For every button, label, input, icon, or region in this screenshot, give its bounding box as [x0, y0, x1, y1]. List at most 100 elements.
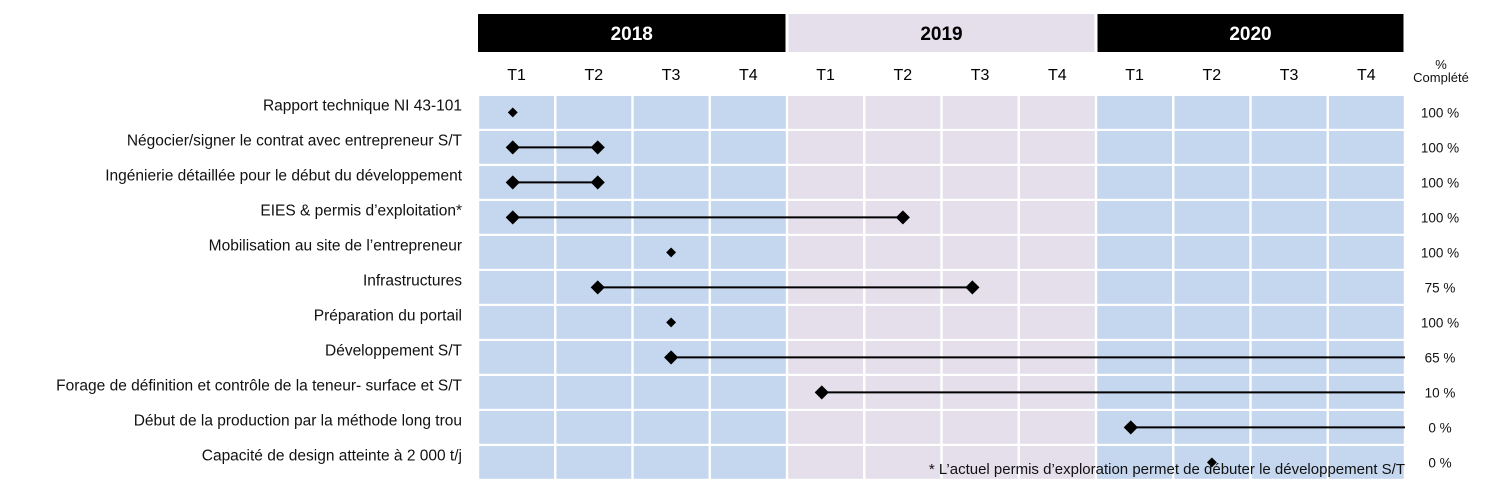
grid-cell [479, 271, 555, 304]
year-headers: 2018 2019 2020 [478, 14, 1404, 52]
year-header-2018 [478, 14, 786, 52]
grid-cell [633, 131, 709, 164]
grid-cell [633, 446, 709, 479]
grid-cell [1174, 306, 1250, 339]
grid-cell [479, 341, 555, 374]
task-label: Ingénierie détaillée pour le début du dé… [105, 167, 462, 184]
percent-complete: 100 % [1421, 175, 1459, 190]
grid-cell [556, 376, 632, 409]
grid-cell [556, 341, 632, 374]
start-marker [1123, 420, 1138, 435]
grid-cell [1251, 201, 1327, 234]
grid-cell [1328, 306, 1404, 339]
footnote: * L’actuel permis d’exploration permet d… [929, 461, 1405, 478]
task-bars [505, 107, 1405, 468]
grid-cell [865, 236, 941, 269]
grid-cell [942, 131, 1018, 164]
quarter-label: T1 [816, 67, 835, 84]
grid-cell [710, 236, 786, 269]
grid-cell [1019, 271, 1095, 304]
grid-cell [556, 411, 632, 444]
grid-cell [1328, 96, 1404, 129]
start-marker [590, 280, 605, 295]
grid-cell [1174, 236, 1250, 269]
percent-complete: 75 % [1425, 280, 1456, 295]
percent-complete: 100 % [1421, 105, 1459, 120]
task-label: Infrastructures [363, 272, 462, 289]
grid-cells [479, 96, 1404, 479]
grid-cell [556, 306, 632, 339]
grid-cell [1251, 306, 1327, 339]
grid-cell [1097, 201, 1173, 234]
percent-header: Complété [1413, 70, 1469, 85]
quarter-label: T4 [1357, 67, 1376, 84]
quarter-labels: T1 T2 T3 T4 T1 T2 T3 T4 T1 T2 T3 T4 [507, 67, 1376, 84]
grid-cell [942, 166, 1018, 199]
percent-header: % [1435, 57, 1447, 72]
grid-cell [942, 411, 1018, 444]
task-label: Négocier/signer le contrat avec entrepre… [127, 132, 463, 149]
grid-cell [1097, 96, 1173, 129]
percent-complete: 100 % [1421, 245, 1459, 260]
grid-cell [1251, 446, 1327, 479]
grid-cell [865, 96, 941, 129]
task-labels: Rapport technique NI 43-101 Négocier/sign… [56, 97, 463, 464]
quarter-label: T1 [1125, 67, 1144, 84]
grid-cell [1174, 131, 1250, 164]
grid-cell [1019, 131, 1095, 164]
grid-cell [942, 236, 1018, 269]
task-label: Forage de définition et contrôle de la t… [56, 377, 462, 394]
grid-cell [865, 131, 941, 164]
quarter-label: T3 [971, 67, 990, 84]
grid-cell [1328, 236, 1404, 269]
grid-cell [788, 446, 864, 479]
grid-cell [479, 236, 555, 269]
year-header-2019 [788, 14, 1095, 52]
grid-cell [1019, 411, 1095, 444]
grid-cell [1097, 306, 1173, 339]
grid-cell [1019, 166, 1095, 199]
grid-cell [1251, 271, 1327, 304]
grid-cell [788, 96, 864, 129]
quarter-label: T3 [1280, 67, 1299, 84]
quarter-label: T4 [739, 67, 758, 84]
grid-cell [1174, 271, 1250, 304]
grid-cell [479, 411, 555, 444]
grid-cell [788, 411, 864, 444]
grid-cell [942, 96, 1018, 129]
task-label: Début de la production par la méthode lo… [134, 412, 462, 429]
grid-cell [1328, 446, 1404, 479]
grid-cell [1174, 201, 1250, 234]
start-marker [664, 350, 679, 365]
grid-cell [556, 96, 632, 129]
grid-cell [1328, 166, 1404, 199]
quarter-label: T1 [507, 67, 526, 84]
quarter-label: T2 [585, 67, 604, 84]
milestone-marker [1206, 457, 1217, 468]
percent-column: %Complété 100 % 100 % 100 % 100 % 100 % 75 % 10… [1413, 57, 1469, 470]
grid-cell [710, 96, 786, 129]
task-label: Développement S/T [325, 342, 463, 359]
grid-cell [479, 376, 555, 409]
grid-cell [1251, 166, 1327, 199]
grid-cell [710, 446, 786, 479]
percent-complete: 0 % [1428, 455, 1451, 470]
grid-cell [1019, 96, 1095, 129]
grid-cell [788, 236, 864, 269]
grid-cell [556, 236, 632, 269]
grid-cell [1019, 201, 1095, 234]
end-marker [965, 280, 980, 295]
grid-cell [1019, 446, 1095, 479]
grid-cell [1328, 201, 1404, 234]
milestone-marker [666, 247, 677, 258]
grid-cell [865, 166, 941, 199]
year-label: 2018 [611, 24, 653, 45]
grid-cell [710, 131, 786, 164]
grid-cell [633, 166, 709, 199]
grid-cell [479, 446, 555, 479]
grid-cell [1097, 446, 1173, 479]
grid-cell [942, 306, 1018, 339]
grid-cell [633, 376, 709, 409]
grid-cell [788, 166, 864, 199]
end-marker [590, 140, 605, 155]
